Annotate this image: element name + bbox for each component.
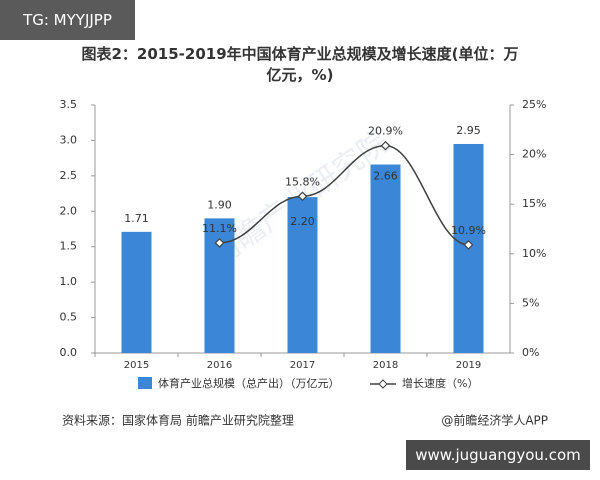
site-badge: www.juguangyou.com <box>406 440 590 470</box>
line <box>219 144 469 246</box>
legend-label: 体育产业总规模（总产出）（万亿元） <box>158 376 340 390</box>
source: 资料来源：国家体育局 前瞻产业研究院整理 <box>62 413 294 428</box>
y-tick-label: 2.5 <box>60 169 78 182</box>
bar <box>287 197 318 353</box>
line-marker <box>297 191 308 202</box>
line-value-label: 10.9% <box>451 224 486 237</box>
y-tick-label: 1.0 <box>60 275 78 288</box>
chart-title: 图表2：2015-2019年中国体育产业总规模及增长速度(单位：万亿元，%) <box>81 45 519 84</box>
y-tick-label: 0.5 <box>60 311 78 324</box>
y2-tick-label: 0% <box>522 346 539 359</box>
line-marker <box>380 140 391 151</box>
line-marker <box>214 238 225 248</box>
y2-tick-label: 25% <box>522 98 546 111</box>
y-tick-label: 1.5 <box>60 240 78 253</box>
bar-value-label: 2.66 <box>373 170 398 183</box>
bar-value-label: 1.90 <box>207 198 232 211</box>
legend-label: 增长速度（%） <box>402 376 478 390</box>
line-marker <box>463 240 474 250</box>
line-value-label: 15.8% <box>285 175 320 188</box>
bar <box>370 164 401 353</box>
line-value-label: 11.1% <box>202 222 237 235</box>
x-tick-label: 2017 <box>290 360 315 371</box>
y2-tick-label: 20% <box>522 148 546 161</box>
y-tick-label: 3.5 <box>60 98 78 111</box>
y-tick-label: 2.0 <box>60 204 78 217</box>
y-tick-label: 0.0 <box>60 346 78 359</box>
bar <box>121 231 152 353</box>
y2-tick-label: 10% <box>522 247 546 260</box>
legend-marker <box>378 379 388 389</box>
y-tick-label: 3.0 <box>60 133 78 146</box>
bar-value-label: 2.20 <box>290 215 315 228</box>
line-value-label: 20.9% <box>368 125 403 138</box>
x-tick-label: 2019 <box>456 360 481 371</box>
legend-swatch <box>138 377 152 389</box>
y2-tick-label: 5% <box>522 296 539 309</box>
x-tick-label: 2016 <box>207 360 232 371</box>
credit: @前瞻经济学人APP <box>441 413 548 428</box>
bar-value-label: 1.71 <box>124 212 149 225</box>
bar-value-label: 2.95 <box>456 124 481 137</box>
tag-badge: TG: MYYJJPP <box>0 0 135 40</box>
y2-tick-label: 15% <box>522 197 546 210</box>
x-tick-label: 2015 <box>124 360 149 371</box>
x-tick-label: 2018 <box>373 360 398 371</box>
